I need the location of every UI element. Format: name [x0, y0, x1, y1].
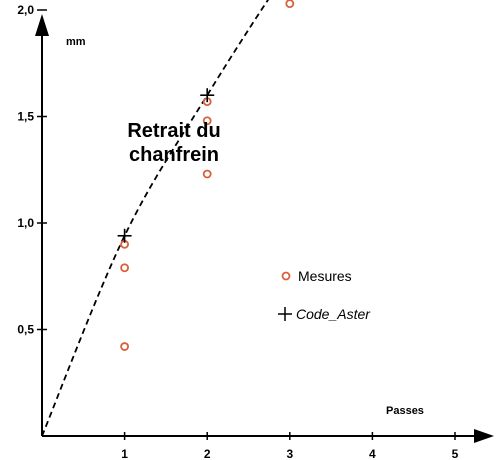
x-axis-arrowhead	[474, 429, 494, 443]
measure-point	[120, 342, 129, 351]
chart-title: Retrait du chanfrein	[127, 120, 220, 166]
y-tick-label: 0,5	[17, 323, 34, 337]
code-aster-points	[117, 88, 215, 243]
y-tick-label: 1,0	[17, 216, 34, 230]
legend-label-mesures: Mesures	[298, 268, 352, 284]
chart-title-line: Retrait du	[127, 120, 220, 142]
legend-label-code-aster: Code_Aster	[296, 306, 371, 322]
y-tick-label: 2,0	[17, 3, 34, 17]
y-tick-label: 1,5	[17, 110, 34, 124]
measure-point	[202, 116, 212, 126]
y-axis-label: mm	[66, 36, 86, 48]
measure-point	[285, 0, 295, 9]
measure-point	[120, 263, 129, 273]
code-aster-line	[41, 0, 270, 437]
measurement-points	[120, 0, 295, 351]
x-axis-label: Passes	[386, 405, 424, 417]
x-tick-label: 2	[204, 447, 211, 460]
code-aster-curve	[41, 0, 270, 437]
y-axis-arrowhead	[35, 14, 49, 36]
x-tick-label: 1	[121, 447, 128, 460]
code-aster-point	[117, 228, 132, 243]
legend-marker-mesures	[281, 271, 291, 281]
x-tick-label: 5	[452, 447, 459, 460]
x-tick-label: 4	[369, 447, 376, 460]
x-tick-label: 3	[286, 447, 293, 460]
measure-point	[202, 169, 212, 179]
chart-title-line: chanfrein	[129, 144, 219, 166]
legend: Mesures Code_Aster	[278, 268, 371, 322]
code-aster-point	[200, 88, 215, 103]
legend-marker-code-aster	[278, 307, 292, 321]
